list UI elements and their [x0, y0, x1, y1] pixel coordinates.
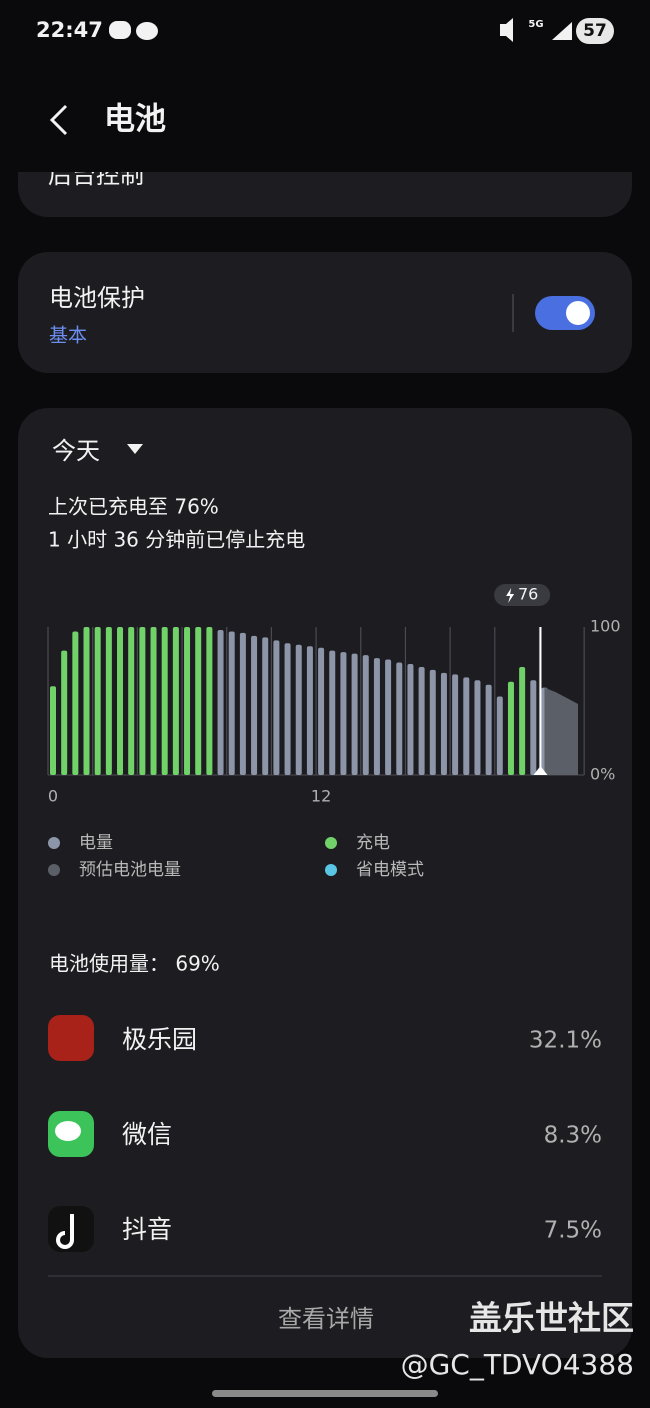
- legend-label: 电量: [79, 833, 113, 853]
- watermark: @GC_TDVO4388: [401, 1348, 634, 1381]
- bar: [340, 652, 347, 775]
- app-name: 微信: [122, 1120, 172, 1149]
- app-percent: 8.3%: [544, 1123, 602, 1149]
- bar: [485, 684, 492, 775]
- bar: [273, 640, 280, 775]
- bar: [150, 627, 157, 775]
- bar: [519, 666, 526, 775]
- app-name: 极乐园: [122, 1025, 197, 1054]
- bar: [318, 647, 325, 775]
- period-selector[interactable]: 今天: [52, 437, 100, 465]
- bar: [50, 686, 56, 775]
- y-tick-label: 100: [590, 617, 621, 636]
- legend-label: 省电模式: [356, 860, 424, 880]
- card: [18, 408, 632, 1358]
- legend-label: 预估电池电量: [79, 860, 181, 880]
- x-tick-label: 0: [48, 787, 58, 806]
- bar: [385, 659, 392, 775]
- app-percent: 7.5%: [544, 1218, 602, 1244]
- battery-icon: [576, 18, 614, 44]
- bar: [217, 629, 224, 775]
- bar: [329, 650, 336, 775]
- mute-icon: [500, 18, 513, 42]
- bar: [429, 669, 436, 775]
- bar: [284, 643, 291, 775]
- details-button[interactable]: 查看详情: [278, 1305, 374, 1333]
- bar: [61, 650, 68, 775]
- page-title: 电池: [104, 102, 166, 138]
- bar: [418, 666, 425, 775]
- bar: [228, 631, 235, 775]
- message-icon: [109, 21, 131, 39]
- wechat-icon: [136, 22, 158, 40]
- bar: [396, 662, 403, 775]
- card[interactable]: [18, 252, 632, 373]
- estimate-area: [544, 687, 578, 775]
- signal-icon: [552, 22, 572, 40]
- bar: [206, 627, 213, 775]
- home-indicator: [212, 1390, 438, 1397]
- header-bg: [0, 58, 650, 172]
- setting-title: 电池保护: [49, 284, 145, 312]
- bar: [161, 627, 168, 775]
- bar: [251, 635, 258, 775]
- x-tick-label: 12: [311, 787, 331, 806]
- back-button[interactable]: [49, 104, 68, 136]
- bar: [474, 680, 481, 775]
- y-tick-label: 0%: [590, 765, 615, 784]
- legend-dot: [48, 864, 60, 876]
- usage-title: 电池使用量： 69%: [49, 952, 220, 976]
- now-marker: [533, 766, 548, 775]
- bar: [373, 658, 380, 775]
- status-time: 22:47: [36, 18, 103, 42]
- bar: [362, 655, 369, 775]
- legend-dot: [325, 864, 337, 876]
- bar: [496, 696, 503, 775]
- bar: [195, 627, 202, 775]
- bar: [128, 627, 135, 775]
- bar: [507, 681, 514, 775]
- annotation-bubble: [494, 584, 551, 606]
- bar: [262, 637, 269, 775]
- annotation: 76: [518, 585, 538, 604]
- bar: [407, 664, 414, 775]
- watermark: 盖乐世社区: [469, 1299, 634, 1338]
- bar: [463, 677, 470, 775]
- app-percent: 32.1%: [529, 1028, 602, 1054]
- bar: [72, 631, 79, 775]
- dropdown-arrow[interactable]: [127, 444, 143, 454]
- bar: [139, 627, 146, 775]
- toggle-knob: [566, 301, 590, 325]
- app-icon-detail: [56, 1214, 74, 1249]
- bar: [351, 653, 358, 775]
- bolt-icon: [506, 588, 515, 603]
- bar: [83, 627, 90, 775]
- charge-info: 上次已充电至 76%: [48, 495, 219, 519]
- bar: [117, 627, 124, 775]
- bar: [172, 627, 179, 775]
- setting-subtitle: 基本: [49, 325, 87, 347]
- legend-dot: [48, 837, 60, 849]
- legend-label: 充电: [356, 833, 390, 853]
- network-label: 5G: [528, 19, 543, 30]
- legend-dot: [325, 837, 337, 849]
- battery-level: 57: [583, 21, 607, 41]
- bar: [94, 627, 101, 775]
- bar: [440, 672, 447, 775]
- bar: [295, 644, 302, 775]
- bar: [306, 646, 313, 775]
- app-icon-detail: [55, 1121, 81, 1141]
- app-name: 抖音: [122, 1215, 172, 1244]
- bar: [184, 627, 191, 775]
- bar: [452, 674, 459, 775]
- bar: [105, 627, 112, 775]
- app-icon: [48, 1015, 94, 1061]
- bar: [239, 632, 246, 775]
- bar: [530, 680, 537, 775]
- charge-info: 1 小时 36 分钟前已停止充电: [48, 528, 305, 552]
